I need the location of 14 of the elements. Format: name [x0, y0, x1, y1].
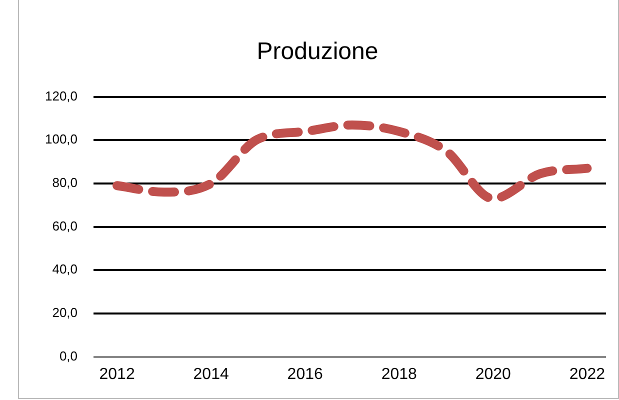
- y-tick-label: 40,0: [52, 262, 78, 277]
- x-tick-label: 2020: [475, 366, 512, 383]
- chart-title: Produzione: [256, 38, 378, 66]
- x-tick-label: 2014: [193, 366, 229, 383]
- x-tick-label: 2022: [569, 366, 606, 383]
- y-tick-label: 100,0: [44, 132, 78, 147]
- x-tick-label: 2012: [99, 366, 135, 383]
- y-tick-label: 80,0: [52, 175, 78, 190]
- x-tick-label: 2016: [287, 366, 323, 383]
- y-tick-label: 20,0: [52, 305, 78, 320]
- y-tick-label: 60,0: [52, 218, 78, 234]
- x-tick-label: 2018: [381, 366, 418, 383]
- y-tick-label: 0,0: [59, 348, 78, 364]
- y-tick-label: 120,0: [44, 88, 78, 104]
